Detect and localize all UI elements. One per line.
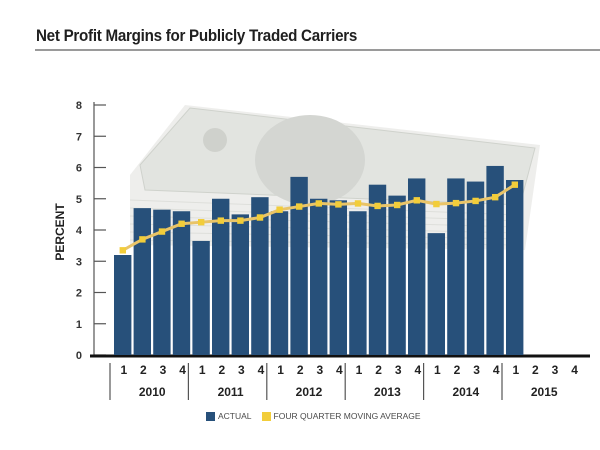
y-tick-label: 6 <box>76 163 82 175</box>
legend-item-moving-average: FOUR QUARTER MOVING AVERAGE <box>261 411 421 421</box>
bar-actual <box>388 195 406 355</box>
x-tick-label-quarter: 2 <box>140 363 147 377</box>
y-tick-label: 7 <box>76 131 82 143</box>
axes: 0 1 2 3 4 5 6 7 8 <box>76 100 590 362</box>
x-tick-label-quarter: 2 <box>375 363 382 377</box>
moving-average-point <box>158 228 166 235</box>
moving-average-point <box>452 199 460 207</box>
moving-average-point <box>354 200 362 207</box>
x-tick-label-year: 2015 <box>531 385 558 399</box>
y-tick-label: 2 <box>76 288 82 300</box>
legend-item-actual: ACTUAL <box>206 411 252 421</box>
moving-average-point <box>198 218 205 226</box>
bar-actual <box>133 208 151 355</box>
x-tick-label-quarter: 4 <box>493 363 500 377</box>
x-tick-label-year: 2011 <box>218 385 244 399</box>
x-tick-label-quarter: 4 <box>179 363 186 377</box>
moving-average-point <box>217 217 224 224</box>
bar-actual <box>447 178 465 355</box>
bill-seal <box>203 128 227 152</box>
x-tick-label-quarter: 1 <box>120 363 127 377</box>
x-tick-label-quarter: 1 <box>356 363 363 377</box>
x-tick-label-year: 2013 <box>374 385 401 399</box>
x-tick-label-year: 2012 <box>296 385 323 399</box>
moving-average-point <box>511 181 518 188</box>
legend: ACTUAL FOUR QUARTER MOVING AVERAGE <box>206 411 427 421</box>
bar-actual <box>408 178 426 355</box>
bar-actual <box>427 233 445 355</box>
x-tick-label-quarter: 4 <box>571 363 578 377</box>
x-tick-label-year: 2014 <box>452 385 479 399</box>
bar-actual <box>486 165 504 355</box>
x-tick-label-quarter: 3 <box>552 363 559 377</box>
moving-average-point <box>374 202 381 210</box>
legend-label-moving-average: FOUR QUARTER MOVING AVERAGE <box>273 411 421 421</box>
moving-average-point <box>394 201 401 209</box>
moving-average-point <box>178 220 185 227</box>
bar-actual <box>153 209 171 355</box>
x-tick-label-quarter: 2 <box>218 363 225 377</box>
legend-swatch-moving-average <box>261 411 271 421</box>
x-tick-label-quarter: 1 <box>434 363 441 377</box>
x-tick-label-quarter: 1 <box>199 363 206 377</box>
bar-actual <box>349 211 367 355</box>
bar-actual <box>368 184 387 355</box>
bar-actual <box>192 240 210 355</box>
x-tick-label-year: 2010 <box>139 385 166 399</box>
bar-actual <box>290 176 308 355</box>
y-tick-label: 8 <box>76 100 82 112</box>
y-tick-label: 0 <box>76 350 82 362</box>
bar-actual <box>231 214 249 355</box>
bar-actual <box>310 198 328 355</box>
moving-average-line <box>119 181 518 254</box>
y-tick-label: 3 <box>76 256 82 268</box>
moving-average-point <box>433 200 440 208</box>
y-axis-label: PERCENT <box>53 203 67 261</box>
title-underline <box>35 49 600 51</box>
x-tick-label-quarter: 4 <box>258 363 265 377</box>
x-tick-label-quarter: 3 <box>238 363 245 377</box>
x-tick-label-quarter: 1 <box>277 363 284 377</box>
chart-title: Net Profit Margins for Publicly Traded C… <box>36 27 358 45</box>
x-tick-label-quarter: 3 <box>395 363 402 377</box>
actual-bars <box>114 165 524 355</box>
moving-average-point <box>119 247 126 254</box>
bar-actual <box>114 255 132 355</box>
legend-label-actual: ACTUAL <box>218 411 252 421</box>
x-tick-label-quarter: 4 <box>336 363 343 377</box>
y-tick-label: 1 <box>76 319 82 331</box>
moving-average-point <box>276 206 283 213</box>
x-tick-label-quarter: 1 <box>512 363 519 377</box>
moving-average-point <box>256 214 264 221</box>
x-tick-label-quarter: 3 <box>316 363 323 377</box>
legend-swatch-actual <box>206 411 215 421</box>
moving-average-point <box>139 236 146 243</box>
moving-average-point <box>413 197 420 204</box>
moving-average-point <box>472 197 479 205</box>
moving-average-point <box>492 193 499 201</box>
bar-actual <box>270 211 289 355</box>
bar-actual <box>466 181 485 355</box>
bar-actual <box>251 197 269 355</box>
moving-average-point <box>335 201 342 208</box>
x-tick-label-quarter: 2 <box>454 363 461 377</box>
moving-average-point <box>315 200 322 207</box>
y-tick-label: 5 <box>76 194 82 206</box>
y-tick-label: 4 <box>76 225 83 237</box>
bill-portrait <box>255 115 365 205</box>
x-tick-label-quarter: 3 <box>473 363 480 377</box>
bar-actual <box>212 198 230 355</box>
bar-actual <box>329 200 347 355</box>
x-tick-label-quarter: 4 <box>414 363 421 377</box>
moving-average-point <box>296 203 303 210</box>
bar-actual <box>506 180 524 355</box>
money-stack-background <box>129 105 540 250</box>
x-tick-label-quarter: 2 <box>297 363 304 377</box>
x-tick-label-quarter: 2 <box>532 363 539 377</box>
bar-actual <box>172 211 191 355</box>
moving-average-point <box>237 217 244 224</box>
x-tick-label-quarter: 3 <box>160 363 167 377</box>
